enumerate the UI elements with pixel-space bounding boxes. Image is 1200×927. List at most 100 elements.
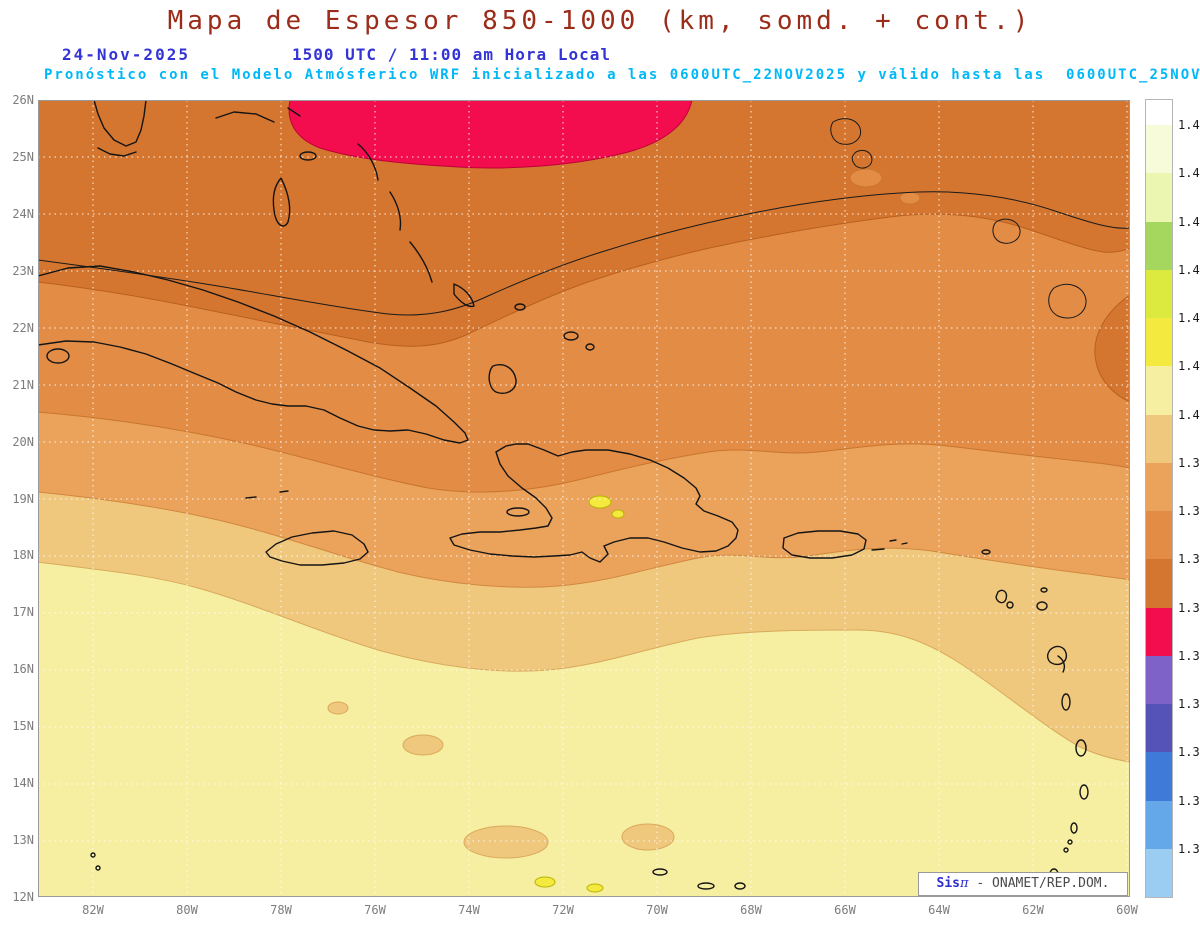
- contour-lines: [37, 118, 1131, 319]
- coastline-caicos: [563, 331, 579, 341]
- coastline-nevis: [1006, 601, 1014, 609]
- coastline-aruba: [652, 868, 668, 876]
- coastline-cat-island: [389, 191, 402, 231]
- colorbar-label-1.404: 1.404: [1178, 407, 1200, 422]
- colorbar-segment-7: [1146, 414, 1172, 463]
- coastline-great-inagua: [488, 364, 517, 394]
- coastline-andros: [272, 177, 291, 227]
- coastline-florida-keys: [97, 147, 137, 157]
- lat-label-19N: 19N: [12, 491, 34, 506]
- yellow-spot: [586, 883, 604, 893]
- coastline-long-island: [409, 241, 433, 283]
- colorbar-label-1.38: 1.38: [1178, 600, 1200, 615]
- lat-label-16N: 16N: [12, 662, 34, 677]
- orange-pocket: [849, 168, 883, 188]
- forecast-description: Pronóstico con el Modelo Atmósferico WRF…: [44, 67, 1200, 83]
- colorbar-segment-9: [1146, 511, 1172, 560]
- watermark: Sisπ - ONAMET/REP.DOM.: [918, 872, 1128, 896]
- colorbar-label-1.392: 1.392: [1178, 504, 1200, 518]
- coastline-curacao: [697, 882, 715, 890]
- coastline-abaco: [287, 107, 301, 117]
- coastline-eleuthera: [357, 143, 379, 181]
- colorbar-label-1.35: 1.35: [1178, 841, 1200, 856]
- lon-label-70W: 70W: [646, 903, 668, 917]
- tan-pocket: [402, 734, 444, 756]
- colorbar-label-1.416: 1.416: [1178, 311, 1200, 325]
- lon-label-80W: 80W: [176, 903, 198, 917]
- colorbar-segment-0: [1146, 100, 1172, 125]
- contour-loop: [992, 218, 1021, 244]
- thickness-map-svg: [37, 99, 1131, 897]
- colorbar-label-1.422: 1.422: [1178, 262, 1200, 277]
- lat-label-24N: 24N: [12, 206, 34, 221]
- colorbar-segment-10: [1146, 559, 1172, 608]
- map-date: 24-Nov-2025: [62, 45, 190, 64]
- coastline-bonaire: [734, 882, 746, 890]
- colorbar-label-1.386: 1.386: [1178, 552, 1200, 567]
- page-title: Mapa de Espesor 850-1000 (km, somd. + co…: [167, 6, 1033, 36]
- colorbar-label-1.44: 1.44: [1178, 118, 1200, 132]
- orange-pocket: [899, 191, 921, 205]
- lat-label-18N: 18N: [12, 548, 34, 563]
- colorbar-segment-13: [1146, 704, 1172, 753]
- yellow-spot: [534, 876, 556, 888]
- coastline-turks: [585, 343, 595, 351]
- lon-label-66W: 66W: [834, 903, 856, 917]
- thickness-bands: [37, 99, 1131, 897]
- lat-label-23N: 23N: [12, 263, 34, 278]
- lon-label-76W: 76W: [364, 903, 386, 917]
- map-frame: [38, 100, 1130, 897]
- coastline-puerto-rico: [782, 530, 867, 559]
- lon-label-72W: 72W: [552, 903, 574, 917]
- coastline-san-andres: [90, 852, 96, 858]
- lat-label-20N: 20N: [12, 434, 34, 449]
- watermark-brand: Sis: [936, 876, 961, 891]
- colorbar-segment-8: [1146, 462, 1172, 511]
- coastline-st-martin: [981, 549, 991, 555]
- coastline-grenadines: [1067, 839, 1073, 845]
- lon-label-82W: 82W: [82, 903, 104, 917]
- watermark-org: - ONAMET/REP.DOM.: [968, 876, 1110, 891]
- colorbar-label-1.41: 1.41: [1178, 359, 1200, 374]
- coastline-new-providence: [299, 151, 317, 161]
- coastline-providencia: [95, 865, 101, 871]
- lon-label-78W: 78W: [270, 903, 292, 917]
- colorbar-segment-11: [1146, 607, 1172, 656]
- colorbar-segment-15: [1146, 800, 1172, 849]
- lat-label-25N: 25N: [12, 149, 34, 164]
- yellow-spot: [611, 509, 625, 519]
- coastline-martinique: [1075, 739, 1087, 757]
- contour-loop: [1048, 284, 1087, 319]
- coastline-cayman: [245, 490, 289, 499]
- colorbar-label-1.368: 1.368: [1178, 697, 1200, 711]
- coastline-florida: [93, 99, 147, 147]
- coastline-mayaguana: [514, 303, 526, 311]
- coastline-dominica: [1061, 693, 1071, 711]
- coastline-antigua: [1036, 601, 1048, 611]
- tan-pocket: [621, 823, 675, 851]
- lat-label-15N: 15N: [12, 719, 34, 734]
- colorbar-segment-12: [1146, 655, 1172, 704]
- lat-label-17N: 17N: [12, 605, 34, 620]
- coastline-guadeloupe: [1046, 645, 1068, 673]
- contour-main: [37, 191, 1131, 316]
- coastline-crooked-island: [453, 283, 475, 308]
- colorbar-segment-6: [1146, 366, 1172, 415]
- coastline-bahama-bank: [215, 111, 275, 123]
- colorbar-segment-1: [1146, 125, 1172, 174]
- lat-label-13N: 13N: [12, 833, 34, 848]
- map-canvas: [37, 99, 1131, 897]
- lon-label-64W: 64W: [928, 903, 950, 917]
- colorbar: [1145, 99, 1173, 898]
- lat-label-14N: 14N: [12, 776, 34, 791]
- colorbar-label-1.356: 1.356: [1178, 793, 1200, 808]
- colorbar-segment-2: [1146, 173, 1172, 222]
- colorbar-segment-5: [1146, 318, 1172, 367]
- colorbar-label-1.428: 1.428: [1178, 214, 1200, 229]
- coastline-grenadines: [1063, 847, 1069, 853]
- lat-label-21N: 21N: [12, 377, 34, 392]
- colorbar-label-1.434: 1.434: [1178, 166, 1200, 181]
- map-time: 1500 UTC / 11:00 am Hora Local: [292, 45, 611, 64]
- lat-label-26N: 26N: [12, 93, 34, 107]
